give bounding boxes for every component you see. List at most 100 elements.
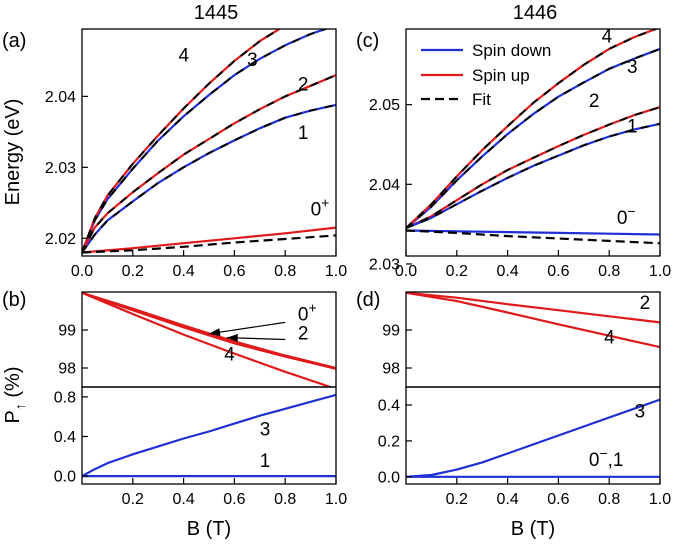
y-tick-label-d_upper-0: 98	[382, 361, 400, 378]
curve-label-b_upper-0: 0+	[298, 300, 317, 326]
x-tick-label-b_lower-4: 1.0	[325, 491, 347, 508]
curve-label-d_upper-0: 2	[640, 293, 651, 314]
fit-line-a-3	[82, 29, 282, 253]
x-tick-label-a-0: 0.0	[71, 263, 93, 280]
x-tick-label-a-2: 0.4	[172, 263, 194, 280]
curve-label-a-3: 1	[298, 123, 309, 144]
panel-b_upper: 98 99 0+2 4	[58, 291, 337, 388]
column-title-1446: 1446	[513, 2, 558, 24]
y-axis-label-polarization: P↑ (%)	[2, 366, 28, 423]
arrow-head-b_upper-0	[209, 328, 221, 337]
curve-label-tail-d_lower-1: ,1	[608, 450, 624, 471]
y-axis-label-energy: Energy (eV)	[2, 99, 24, 206]
fit-line-c-0	[406, 106, 660, 230]
y-axis-label-arrow: ↑	[12, 403, 28, 410]
series-line-d_lower-0-blue	[406, 398, 660, 478]
fit-line-a-0	[82, 103, 336, 254]
panel-a: 2.02 2.03 2.04 0.0 0.2 0.4 0.6 0.8 1.0 4 3 2 1 0+	[45, 28, 347, 280]
series-line-c-1-blue	[406, 122, 660, 230]
series-line-b_upper-2-red	[82, 292, 334, 387]
x-tick-label-a-4: 0.8	[274, 263, 296, 280]
fit-line-c-3	[406, 29, 659, 229]
y-tick-label-c-1: 2.04	[369, 177, 400, 194]
curve-label-b_lower-0: 3	[260, 420, 271, 441]
panel-d_lower: 0.0 0.2 0.4 0.2 0.4 0.6 0.8 1.0 3 0−,1	[378, 386, 671, 508]
legend: Spin down Spin up Fit	[421, 41, 551, 109]
arrow-head-b_upper-1	[226, 333, 238, 342]
legend-label-fit: Fit	[472, 90, 491, 109]
axes-frame-d_lower	[405, 386, 661, 485]
x-tick-label-b_lower-2: 0.6	[223, 491, 245, 508]
y-tick-label-a-2: 2.04	[45, 89, 76, 106]
x-tick-label-c-5: 1.0	[649, 263, 671, 280]
series-line-a-1-red	[82, 74, 336, 253]
curve-label-c-1: 3	[627, 57, 638, 78]
curve-label-b_lower-1: 1	[260, 451, 271, 472]
y-tick-label-a-0: 2.02	[45, 231, 76, 248]
series-group-d_lower	[406, 398, 660, 478]
series-line-b_upper-1-red	[82, 292, 336, 370]
x-tick-label-a-5: 1.0	[325, 263, 347, 280]
panel-b_lower: 0.0 0.4 0.8 0.2 0.4 0.6 0.8 1.0 3 1	[54, 386, 347, 508]
panel-d_upper: 98 99 2 4	[382, 291, 661, 388]
x-tick-label-d_lower-2: 0.6	[547, 491, 569, 508]
panel-label-a: (a)	[2, 30, 26, 52]
fit-line-a-2	[82, 29, 329, 253]
x-axis-label-left: B (T)	[187, 518, 231, 540]
panel-c: 2.03 2.04 2.05 0.0 0.2 0.4 0.6 0.8 1.0 43 2 1 0−	[369, 27, 671, 280]
x-tick-label-c-3: 0.6	[547, 263, 569, 280]
y-tick-label-d_lower-2: 0.4	[378, 397, 400, 414]
curve-label-c-0: 4	[602, 27, 613, 48]
legend-label-spin-down: Spin down	[472, 41, 551, 60]
x-tick-label-d_lower-0: 0.2	[446, 491, 468, 508]
curve-label-a-4: 0+	[311, 195, 330, 221]
curve-label-a-0: 4	[179, 46, 190, 67]
axes-frame-a	[81, 28, 337, 257]
x-tick-label-a-3: 0.6	[223, 263, 245, 280]
panel-label-c: (c)	[356, 30, 379, 52]
x-tick-label-b_lower-1: 0.4	[172, 491, 194, 508]
y-tick-label-d_upper-1: 99	[382, 323, 400, 340]
series-group-d_upper	[406, 292, 660, 349]
axes-frame-c	[405, 28, 661, 257]
axes-frame-b_lower	[81, 386, 337, 485]
curve-label-b_upper-2: 4	[224, 344, 235, 365]
y-tick-label-b_upper-0: 98	[58, 361, 76, 378]
x-tick-label-a-1: 0.2	[122, 263, 144, 280]
y-tick-label-d_lower-0: 0.0	[378, 469, 400, 486]
fit-line-a-1	[82, 74, 336, 253]
curve-label-c-4: 0−	[617, 203, 636, 229]
curve-label-sup-d_lower-1: −	[599, 445, 607, 461]
curve-label-sup-c-4: −	[627, 203, 635, 219]
x-tick-label-c-1: 0.2	[446, 263, 468, 280]
x-tick-label-b_lower-0: 0.2	[122, 491, 144, 508]
series-group-b_lower	[82, 393, 336, 478]
curve-label-sup-a-4: +	[321, 195, 329, 211]
x-tick-label-d_lower-3: 0.8	[598, 491, 620, 508]
curve-label-c-2: 2	[589, 91, 600, 112]
plots-layer: 2.022.032.040.0 0.2 0.4 0.6 0.8 1.04 3210+2.03…	[45, 27, 671, 508]
series-line-a-5-black	[82, 234, 336, 254]
column-title-1445: 1445	[194, 2, 239, 24]
panel-label-b: (b)	[2, 289, 26, 311]
y-tick-label-b_lower-0: 0.0	[54, 469, 76, 486]
x-tick-label-c-0: 0.0	[395, 263, 417, 280]
x-tick-label-b_lower-3: 0.8	[274, 491, 296, 508]
y-axis-label-p: P	[2, 410, 24, 423]
x-tick-label-c-4: 0.8	[598, 263, 620, 280]
y-tick-label-c-0: 2.03	[369, 256, 400, 273]
y-tick-label-d_lower-1: 0.2	[378, 433, 400, 450]
x-tick-label-d_lower-1: 0.4	[496, 491, 518, 508]
curve-label-a-1: 3	[247, 50, 258, 71]
curve-label-sup-b_upper-0: +	[308, 300, 316, 316]
series-line-c-4-blue	[406, 229, 660, 236]
curve-label-b_upper-1: 2	[298, 324, 309, 345]
series-group-c	[406, 29, 660, 245]
panel-label-d: (d)	[356, 289, 380, 311]
curve-label-d_lower-0: 3	[635, 402, 646, 423]
y-axis-label-unit: (%)	[2, 366, 24, 403]
series-line-c-5-black	[406, 229, 660, 245]
arrow-line-b_upper-0	[208, 321, 286, 335]
series-line-a-4-red	[82, 226, 336, 254]
